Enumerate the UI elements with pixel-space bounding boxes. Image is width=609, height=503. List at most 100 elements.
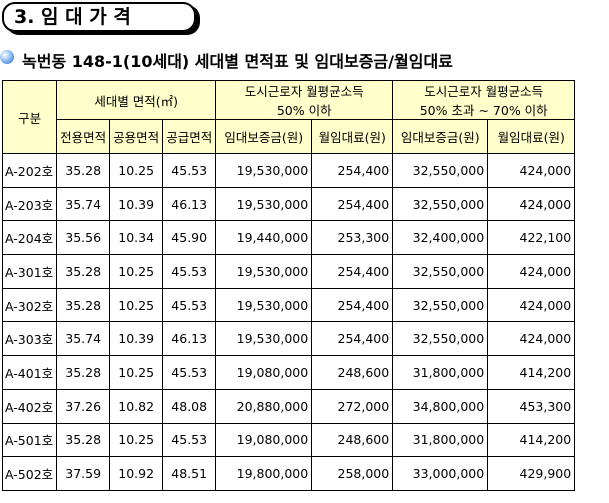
header-cell: 구분 [1, 80, 58, 154]
table-cell: 254,400 [311, 153, 394, 188]
table-cell: 424,000 [487, 254, 576, 289]
table-cell: A-501호 [1, 422, 58, 458]
table-cell: 272,000 [311, 388, 394, 424]
table-cell: 31,800,000 [392, 355, 489, 390]
table-cell: A-202호 [1, 153, 58, 188]
table-cell: 414,200 [487, 422, 576, 458]
table-cell: 32,400,000 [392, 220, 489, 256]
table-cell: 10.25 [109, 422, 164, 458]
header-line: 50% 이하 [276, 103, 332, 118]
header-cell: 임대보증금(원) [392, 119, 489, 154]
header-line: 50% 초과 ~ 70% 이하 [419, 103, 548, 118]
table-cell: 34,800,000 [392, 388, 489, 424]
table-cell: 35.28 [56, 254, 111, 289]
section-title: 3. 임 대 가 격 [2, 2, 196, 32]
table-cell: 248,600 [311, 355, 394, 390]
table-row: A-301호 35.28 10.25 45.53 19,530,000 254,400 32… [1, 254, 576, 289]
table-cell: 19,530,000 [215, 153, 313, 188]
table-cell: 35.28 [56, 355, 111, 390]
table-row: A-402호 37.26 10.82 48.08 20,880,000 272,000 34… [1, 388, 576, 424]
table-cell: 33,000,000 [392, 456, 489, 491]
table-cell: 32,550,000 [392, 254, 489, 289]
table-cell: 424,000 [487, 153, 576, 188]
header-row: 전용면적 공용면적 공급면적 임대보증금(원) 월임대료(원) 임대보증금(원) 월임대료(… [3, 119, 576, 154]
header-cell: 월임대료(원) [487, 119, 576, 154]
table-cell: 10.34 [109, 220, 164, 256]
table-cell: 453,300 [487, 388, 576, 424]
table-cell: 424,000 [487, 321, 576, 357]
table-cell: 32,550,000 [392, 186, 489, 222]
table-cell: 10.25 [109, 355, 164, 390]
table-row: A-502호 37.59 10.92 48.51 19,800,000 258,000 33… [1, 456, 576, 491]
table-cell: 424,000 [487, 287, 576, 323]
table-cell: A-302호 [1, 287, 58, 323]
table-cell: A-502호 [1, 456, 58, 491]
table-cell: 10.25 [109, 254, 164, 289]
header-line: 도시근로자 월평균소득 [424, 84, 544, 99]
table-cell: 253,300 [311, 220, 394, 256]
table-cell: 10.39 [109, 186, 164, 222]
table-cell: A-203호 [1, 186, 58, 222]
table-cell: A-401호 [1, 355, 58, 390]
table-row: A-203호 35.74 10.39 46.13 19,530,000 254,400 32… [1, 186, 576, 222]
table-cell: 254,400 [311, 321, 394, 357]
table-row: A-202호 35.28 10.25 45.53 19,530,000 254,400 32… [1, 153, 576, 188]
rent-table: 구분 세대별 면적(㎡) 도시근로자 월평균소득 50% 이하 도시근로자 월평균… [1, 80, 576, 491]
table-cell: 45.53 [162, 153, 217, 188]
table-cell: 45.90 [162, 220, 217, 256]
table-body: A-202호 35.28 10.25 45.53 19,530,000 254,400 32… [1, 153, 576, 491]
subtitle: 녹번동 148-1(10세대) 세대별 면적표 및 임대보증금/월임대료 [22, 52, 453, 71]
table-cell: 10.39 [109, 321, 164, 357]
header-row: 구분 세대별 면적(㎡) 도시근로자 월평균소득 50% 이하 도시근로자 월평균… [1, 80, 576, 154]
header-cell: 임대보증금(원) [215, 119, 313, 154]
table-cell: 45.53 [162, 287, 217, 323]
header-cell: 공용면적 [109, 119, 164, 154]
table-cell: 19,440,000 [215, 220, 313, 256]
header-cell: 월임대료(원) [311, 119, 394, 154]
table-cell: 46.13 [162, 321, 217, 357]
table-cell: 32,550,000 [392, 287, 489, 323]
table-cell: 19,530,000 [215, 254, 313, 289]
table-cell: A-303호 [1, 321, 58, 357]
table-cell: 254,400 [311, 287, 394, 323]
table-cell: 48.51 [162, 456, 217, 491]
table-cell: 424,000 [487, 186, 576, 222]
table-row: A-303호 35.74 10.39 46.13 19,530,000 254,400 32… [1, 321, 576, 357]
header-cell: 도시근로자 월평균소득 50% 초과 ~ 70% 이하 [392, 80, 576, 120]
table-cell: 35.28 [56, 422, 111, 458]
table-cell: 35.74 [56, 186, 111, 222]
table-cell: A-204호 [1, 220, 58, 256]
header-cell: 세대별 면적(㎡) [56, 80, 217, 120]
table-cell: 37.26 [56, 388, 111, 424]
table-cell: 19,080,000 [215, 355, 313, 390]
header-line: 도시근로자 월평균소득 [244, 84, 364, 99]
table-cell: 10.92 [109, 456, 164, 491]
table-row: A-302호 35.28 10.25 45.53 19,530,000 254,400 32… [1, 287, 576, 323]
table-cell: 429,900 [487, 456, 576, 491]
table-cell: A-301호 [1, 254, 58, 289]
table-cell: 254,400 [311, 186, 394, 222]
header-cell: 공급면적 [162, 119, 217, 154]
table-cell: 32,550,000 [392, 153, 489, 188]
header-cell: 도시근로자 월평균소득 50% 이하 [215, 80, 394, 120]
table-cell: 35.28 [56, 287, 111, 323]
bullet-icon [0, 50, 14, 64]
table-cell: 46.13 [162, 186, 217, 222]
table-row: A-204호 35.56 10.34 45.90 19,440,000 253,300 32… [1, 220, 576, 256]
table-row: A-401호 35.28 10.25 45.53 19,080,000 248,600 31… [1, 355, 576, 390]
table-cell: 19,530,000 [215, 287, 313, 323]
table-cell: 32,550,000 [392, 321, 489, 357]
table-cell: 19,800,000 [215, 456, 313, 491]
table-cell: 20,880,000 [215, 388, 313, 424]
table-cell: 37.59 [56, 456, 111, 491]
table-cell: 19,530,000 [215, 186, 313, 222]
table-cell: 19,080,000 [215, 422, 313, 458]
table-cell: 35.74 [56, 321, 111, 357]
table-cell: 10.82 [109, 388, 164, 424]
table-cell: 48.08 [162, 388, 217, 424]
table-cell: 254,400 [311, 254, 394, 289]
table-cell: 10.25 [109, 153, 164, 188]
table-row: A-501호 35.28 10.25 45.53 19,080,000 248,600 31… [1, 422, 576, 458]
table-cell: 31,800,000 [392, 422, 489, 458]
table-cell: A-402호 [1, 388, 58, 424]
